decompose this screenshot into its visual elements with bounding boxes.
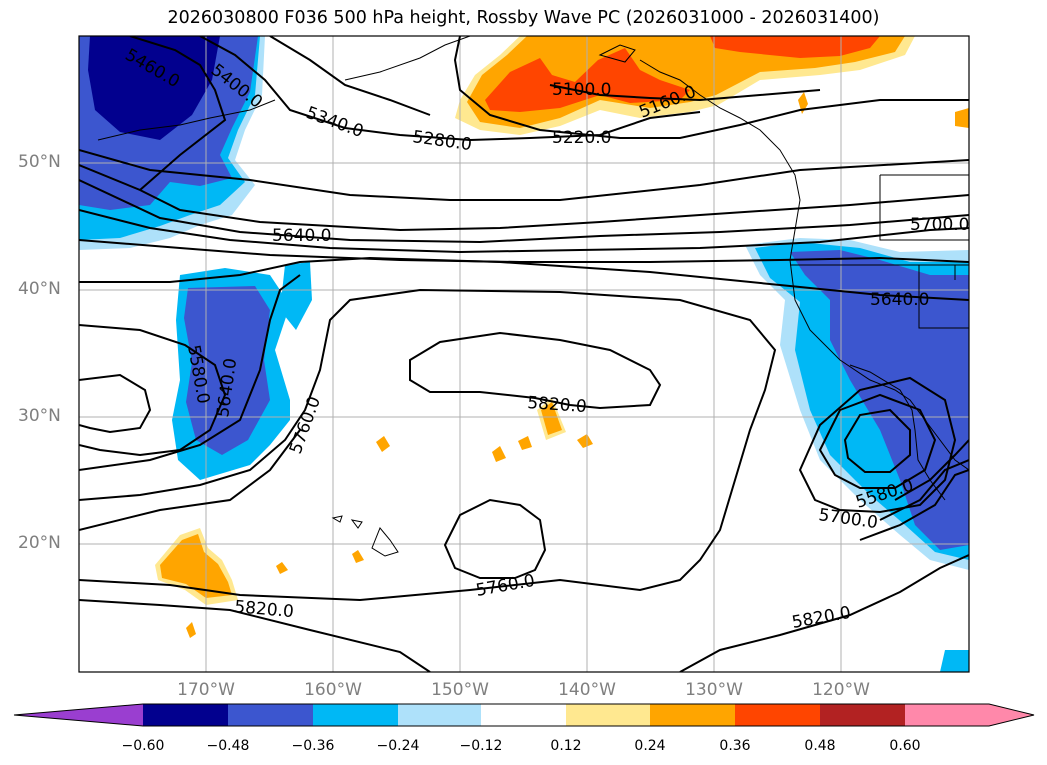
contour-label: 5100.0 [552,80,611,100]
shading-north-red-east [710,36,880,58]
lat-label-20n: 20°N [18,533,61,553]
colorbar-bin [650,704,735,726]
shading-north-orange [467,36,905,128]
shading-blob-6 [276,562,288,574]
contour-label: 5700.0 [910,215,969,235]
shading-east-blue [790,250,969,550]
colorbar-tick-label: −0.48 [206,738,250,754]
shading-east-edge-orange [955,108,969,128]
colorbar-tick-label: 0.60 [889,738,921,754]
lat-label-50n: 50°N [18,152,61,172]
contour-label: 5640.0 [870,290,929,310]
contour-label: 5640.0 [272,226,331,246]
colorbar-tick-label: 0.36 [719,738,751,754]
colorbar-bin [313,704,398,726]
shading-blob-7 [352,550,364,563]
contour-label: 5820.0 [527,393,588,417]
shading-blob-5 [577,434,593,448]
lon-label-130w: 130°W [685,680,743,700]
colorbar-bin [735,704,820,726]
map-title: 2026030800 F036 500 hPa height, Rossby W… [167,8,880,28]
shading-west-cyan-small [280,262,312,330]
shading-sw-orange [160,534,232,598]
gridlines [79,36,969,672]
contour-label: 5220.0 [552,128,611,148]
colorbar-max-extension [989,704,1034,726]
colorbar-tick-label: −0.60 [121,738,165,754]
height-contours [79,36,969,672]
map-frame [78,35,970,673]
colorbar-tick-label: 0.12 [550,738,582,754]
shading-se-corner-cyan [940,650,969,672]
shading-blob-3 [492,446,506,462]
colorbar-tick-label: 0.24 [634,738,666,754]
colorbar-bin [820,704,905,726]
colorbar-bin [905,704,989,726]
colorbar-bin [228,704,313,726]
colorbar-bin [566,704,650,726]
shading-small-orange-1 [798,92,808,114]
colorbar-bin [143,704,228,726]
lat-label-30n: 30°N [18,406,61,426]
colorbar-tick-label: −0.24 [376,738,420,754]
colorbar-bin [481,704,566,726]
lon-label-140w: 140°W [558,680,616,700]
colorbar-tick-label: 0.48 [804,738,836,754]
colorbar-outline [13,703,1035,727]
lon-label-150w: 150°W [431,680,489,700]
lon-label-120w: 120°W [812,680,870,700]
colorbar [13,703,1035,727]
lon-label-160w: 160°W [304,680,362,700]
lat-label-40n: 40°N [18,279,61,299]
shading-nw-darkblue [88,36,220,140]
colorbar-tick-label: −0.36 [291,738,335,754]
shading-blob-4 [518,436,532,450]
shading-blob-8 [186,622,196,638]
shading-blob-1-core [541,402,562,435]
colorbar-bin [398,704,481,726]
lon-label-170w: 170°W [177,680,235,700]
colorbar-tick-label: −0.12 [459,738,503,754]
colorbar-min-extension [14,704,143,726]
shading-blob-2 [376,436,390,452]
